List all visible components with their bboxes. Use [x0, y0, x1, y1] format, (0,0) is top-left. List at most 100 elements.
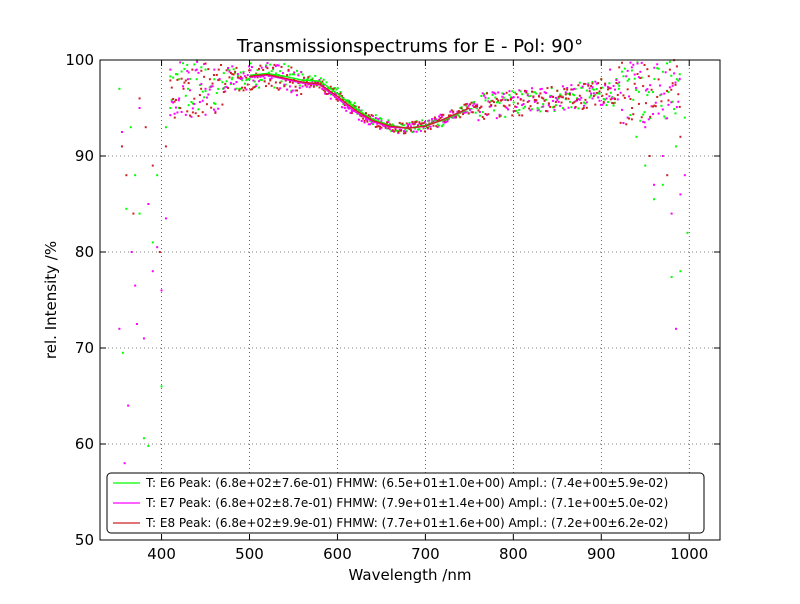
scatter-point [533, 98, 536, 101]
scatter-point [525, 91, 528, 94]
scatter-point [663, 115, 666, 118]
scatter-point [623, 67, 626, 70]
scatter-point [174, 73, 177, 76]
scatter-point [193, 102, 196, 105]
scatter-point [477, 119, 480, 122]
scatter-point [563, 108, 566, 111]
scatter-point [298, 86, 301, 89]
scatter-point [547, 102, 550, 105]
scatter-point [560, 95, 563, 98]
scatter-point [464, 111, 467, 114]
scatter-point [588, 90, 591, 93]
scatter-point [238, 89, 241, 92]
scatter-point [288, 73, 291, 76]
scatter-point [431, 119, 434, 122]
scatter-point [253, 85, 256, 88]
scatter-point [170, 100, 173, 103]
scatter-point [581, 86, 584, 89]
scatter-point [651, 105, 654, 108]
scatter-point [193, 97, 196, 100]
scatter-point [594, 103, 597, 106]
scatter-point [647, 75, 650, 78]
scatter-point [447, 114, 450, 117]
scatter-point [432, 120, 435, 123]
scatter-point [315, 81, 318, 84]
scatter-point [322, 84, 325, 87]
scatter-point [377, 118, 380, 121]
scatter-point [376, 117, 379, 120]
scatter-point [402, 132, 405, 135]
scatter-point [578, 81, 581, 84]
scatter-point [622, 75, 625, 78]
scatter-point [208, 86, 211, 89]
scatter-point [523, 89, 526, 92]
scatter-point [526, 94, 529, 97]
legend-label-e6: T: E6 Peak: (6.8e+02±7.6e-01) FHMW: (6.5… [145, 476, 668, 490]
scatter-point [492, 109, 495, 112]
scatter-point [343, 106, 346, 109]
scatter-point [241, 77, 244, 80]
scatter-point [262, 68, 265, 71]
plot-area [100, 60, 720, 540]
scatter-point [502, 96, 505, 99]
scatter-point [290, 66, 293, 69]
scatter-point [391, 129, 394, 132]
scatter-point [446, 120, 449, 123]
scatter-point [639, 70, 642, 73]
scatter-point [398, 130, 401, 133]
scatter-point [626, 79, 629, 82]
scatter-point [650, 105, 653, 108]
scatter-point [144, 126, 147, 129]
scatter-point [664, 117, 667, 120]
scatter-point [277, 64, 280, 67]
scatter-point [661, 155, 664, 157]
scatter-point [565, 97, 568, 100]
scatter-point [588, 87, 591, 90]
scatter-point [120, 131, 123, 133]
scatter-point [623, 96, 626, 99]
scatter-point [643, 63, 646, 66]
scatter-point [554, 96, 557, 99]
scatter-point [412, 123, 415, 126]
scatter-point [335, 88, 338, 91]
scatter-point [464, 104, 467, 107]
scatter-point [263, 80, 266, 83]
scatter-point [518, 89, 521, 92]
scatter-point [151, 164, 154, 167]
scatter-point [618, 81, 621, 84]
scatter-point [335, 98, 338, 101]
scatter-point [318, 86, 321, 89]
scatter-point [640, 61, 643, 64]
scatter-point [217, 87, 220, 90]
scatter-point [584, 102, 587, 105]
scatter-point [129, 126, 132, 129]
scatter-point [528, 95, 531, 98]
scatter-point [636, 61, 639, 64]
scatter-point [604, 82, 607, 85]
scatter-point [509, 96, 512, 99]
scatter-point [494, 104, 497, 107]
scatter-point [630, 66, 633, 69]
scatter-point [657, 112, 660, 115]
scatter-point [590, 92, 593, 95]
scatter-point [567, 92, 570, 95]
scatter-point [673, 108, 676, 111]
scatter-point [609, 98, 612, 101]
scatter-point [511, 90, 514, 93]
scatter-point [197, 71, 200, 74]
scatter-point [644, 126, 647, 129]
scatter-point [370, 114, 373, 117]
scatter-point [376, 125, 379, 128]
scatter-point [536, 106, 539, 109]
scatter-point [428, 125, 431, 128]
scatter-point [574, 105, 577, 108]
scatter-point [256, 76, 259, 79]
scatter-point [370, 121, 373, 124]
scatter-point [321, 80, 324, 83]
scatter-point [454, 116, 457, 119]
scatter-point [191, 111, 194, 114]
scatter-point [203, 75, 206, 78]
scatter-point [577, 107, 580, 110]
scatter-point [295, 94, 298, 97]
scatter-point [561, 85, 564, 88]
